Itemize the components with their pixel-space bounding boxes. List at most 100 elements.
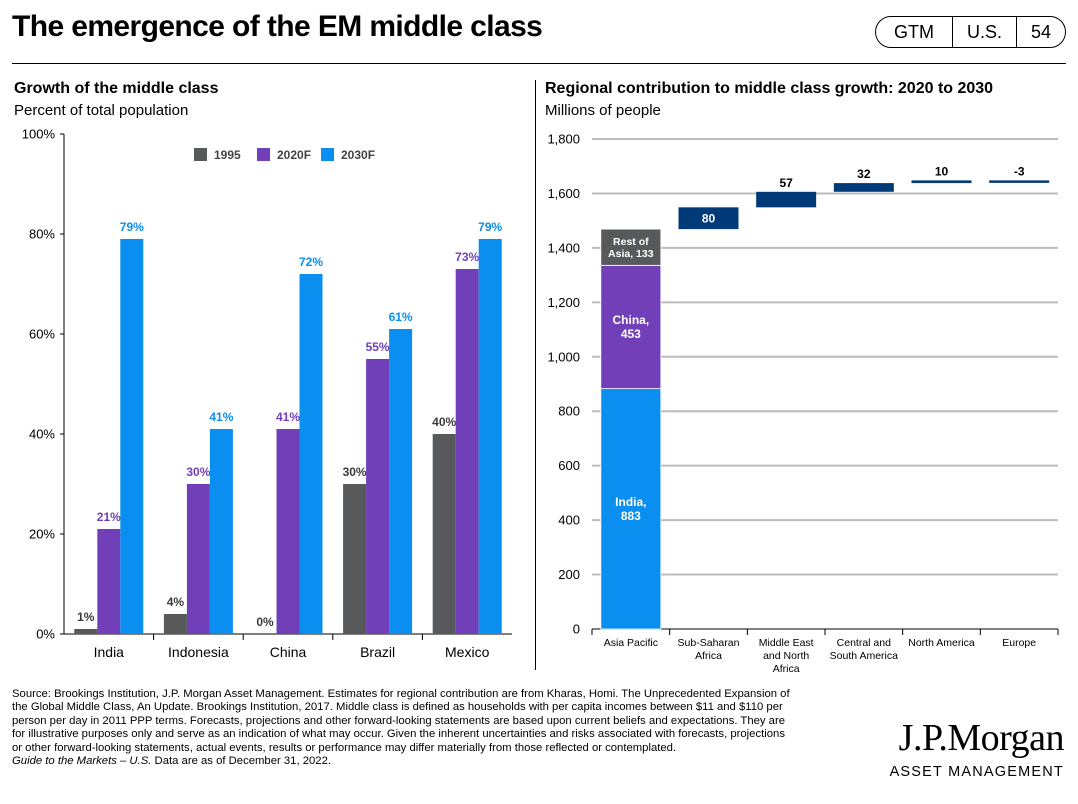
right-y-tick-label: 1,600 [547,186,580,201]
bar-value-label: 41% [209,410,233,424]
legend-swatch-1995 [194,148,207,161]
stack-segment-label: China, [612,313,649,327]
bar-2030f-brazil [389,329,413,634]
stack-segment-label: 453 [621,327,641,341]
bar-2030f-indonesia [209,429,233,634]
legend-swatch-2030f [321,148,334,161]
stack-segment-label: Asia, 133 [608,248,654,260]
legend-label: 2030F [341,148,375,162]
jpmorgan-logo: J.P.Morgan ASSET MANAGEMENT [889,718,1065,780]
right-y-tick-label: 0 [573,622,580,637]
data-date-line: Guide to the Markets – U.S. Data are as … [12,755,892,768]
bar-2020f-brazil [366,359,390,634]
waterfall-bar-sub-saharan-africa [678,207,739,230]
bar-1995-india [74,629,98,634]
right-category-label: North America [908,637,975,649]
stack-segment-china [600,264,662,390]
bar-2020f-indonesia [186,484,210,634]
waterfall-value-label: 10 [935,164,949,178]
left-y-tick-label: 0% [36,627,55,642]
stack-segment-label: 883 [621,509,641,523]
right-category-label: Africa [695,650,722,662]
bar-value-label: 0% [256,615,274,629]
right-category-label: Sub-Saharan [678,637,740,649]
left-y-tick-label: 100% [22,127,56,142]
bar-value-label: 1% [77,610,95,624]
source-note: Source: Brookings Institution, J.P. Morg… [12,688,892,768]
guide-title: Guide to the Markets – U.S. [12,755,152,768]
header-rule [12,63,1066,64]
stack-segment-label: Rest of [613,236,649,248]
right-category-label: Africa [773,663,800,675]
bar-2030f-mexico [478,239,502,634]
panel-divider [535,80,536,670]
right-y-tick-label: 1,400 [547,240,580,255]
bar-value-label: 79% [478,220,502,234]
right-category-label: Asia Pacific [604,637,658,649]
right-y-tick-label: 200 [558,567,580,582]
right-category-label: Europe [1002,637,1036,649]
right-category-label: Middle East [759,637,814,649]
legend-label: 2020F [277,148,311,162]
bar-1995-mexico [432,434,456,634]
page-number-tag: 54 [1015,17,1065,47]
bar-2020f-india [97,529,121,634]
legend-swatch-2020f [257,148,270,161]
left-y-tick-label: 20% [29,527,55,542]
right-category-label: and North [763,650,809,662]
gtm-tag: GTM [893,21,934,42]
source-line: or other forward-looking statements, act… [12,741,677,754]
left-y-tick-label: 40% [29,427,55,442]
bar-1995-brazil [343,484,367,634]
data-date: Data are as of December 31, 2022. [151,755,332,768]
right-chart-subtitle: Millions of people [545,102,661,119]
right-y-tick-label: 1,800 [547,132,580,147]
waterfall-value-label: -3 [1014,164,1025,178]
bar-value-label: 41% [276,410,300,424]
left-y-tick-label: 80% [29,227,55,242]
right-y-tick-label: 600 [558,458,580,473]
bar-value-label: 21% [97,510,121,524]
left-chart-subtitle: Percent of total population [14,102,189,119]
right-y-tick-label: 800 [558,404,580,419]
waterfall-value-label: 80 [702,212,716,226]
left-category-label: Indonesia [168,644,229,660]
bar-value-label: 30% [186,465,210,479]
bar-value-label: 30% [343,465,367,479]
bar-2020f-mexico [455,269,479,634]
source-line: Source: Brookings Institution, J.P. Morg… [12,688,790,700]
right-y-tick-label: 1,000 [547,349,580,364]
bar-1995-indonesia [163,614,187,634]
source-line: for illustrative purposes only and serve… [12,728,785,741]
bar-value-label: 73% [455,250,479,264]
left-category-label: Mexico [445,644,490,660]
bar-value-label: 55% [366,340,390,354]
right-chart-title: Regional contribution to middle class gr… [545,80,994,97]
stack-segment-rest-of-asia [600,228,662,266]
source-line: person per day in 2011 PPP terms. Foreca… [12,714,786,727]
bar-value-label: 79% [120,220,144,234]
left-y-tick-label: 60% [29,327,55,342]
bar-value-label: 72% [299,255,323,269]
stack-segment-india [600,388,662,630]
waterfall-bar-europe [989,180,1050,183]
waterfall-value-label: 32 [857,167,871,181]
page-title: The emergence of the EM middle class [12,10,543,43]
region-tag: U.S. [951,17,1016,47]
logo-subtitle: ASSET MANAGEMENT [889,764,1064,780]
stack-segment-label: India, [615,495,646,509]
source-line: the Global Middle Class, An Update. Broo… [12,701,783,714]
waterfall-value-label: 57 [779,176,793,190]
left-category-label: Brazil [360,644,395,660]
bar-2020f-china [276,429,300,634]
bar-value-label: 4% [167,595,185,609]
left-category-label: India [94,644,125,660]
bar-value-label: 61% [389,310,413,324]
waterfall-bar-middle-east-and-north-africa [756,191,817,208]
right-category-label: South America [830,650,898,662]
right-y-tick-label: 1,200 [547,295,580,310]
right-y-tick-label: 400 [558,513,580,528]
left-chart-title: Growth of the middle class [14,80,219,97]
left-category-label: China [270,644,307,660]
